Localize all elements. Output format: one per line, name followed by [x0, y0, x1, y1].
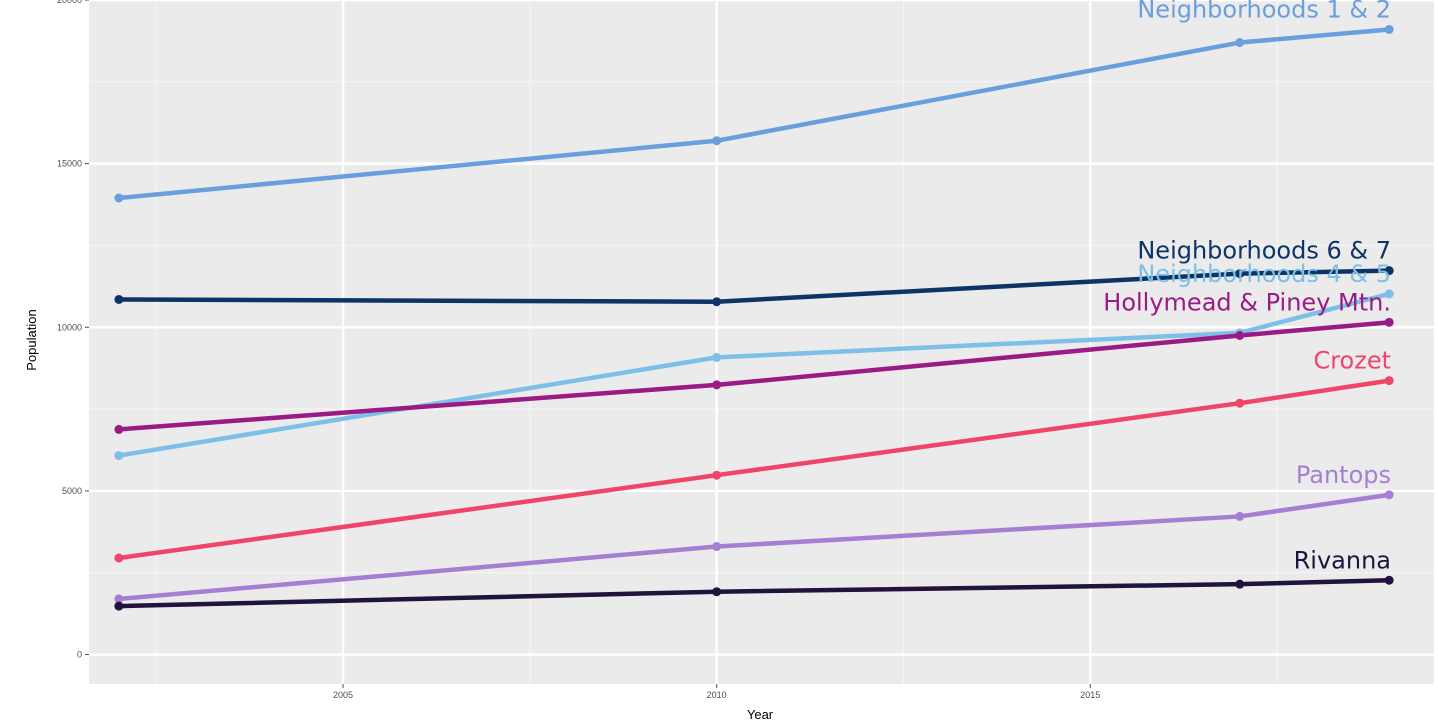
data-point	[114, 602, 123, 611]
x-tick-label: 2010	[707, 690, 727, 700]
x-axis-ticks: 2005 2010 2015	[333, 684, 1100, 700]
data-point	[712, 353, 721, 362]
data-point	[114, 194, 123, 203]
data-point	[1235, 38, 1244, 47]
y-tick-label: 0	[77, 650, 82, 660]
data-point	[712, 587, 721, 596]
data-point	[1235, 399, 1244, 408]
series-label: Rivanna	[1294, 546, 1391, 574]
series-label: Crozet	[1313, 347, 1391, 375]
y-axis-title: Population	[24, 309, 39, 370]
y-axis-ticks: 0 5000 10000 15000 20000	[57, 0, 89, 660]
x-tick-label: 2005	[333, 690, 353, 700]
data-point	[1235, 512, 1244, 521]
y-tick-label: 10000	[57, 322, 82, 332]
data-point	[1385, 376, 1394, 385]
series-label: Neighborhoods 4 & 5	[1137, 260, 1391, 288]
data-point	[712, 136, 721, 145]
data-point	[712, 471, 721, 480]
x-tick-label: 2015	[1080, 690, 1100, 700]
data-point	[1385, 576, 1394, 585]
data-point	[1385, 25, 1394, 34]
data-point	[114, 554, 123, 563]
data-point	[712, 297, 721, 306]
x-axis-title: Year	[747, 707, 774, 722]
y-tick-label: 20000	[57, 0, 82, 5]
y-tick-label: 5000	[62, 486, 82, 496]
y-tick-label: 15000	[57, 159, 82, 169]
data-point	[1235, 580, 1244, 589]
data-point	[114, 295, 123, 304]
data-point	[114, 451, 123, 460]
series-label: Neighborhoods 1 & 2	[1137, 0, 1391, 23]
series-label: Pantops	[1296, 461, 1391, 489]
data-point	[712, 542, 721, 551]
data-point	[114, 425, 123, 434]
data-point	[712, 380, 721, 389]
series-label: Hollymead & Piney Mtn.	[1103, 288, 1391, 316]
data-point	[1385, 490, 1394, 499]
data-point	[1385, 318, 1394, 327]
plot-panel	[89, 0, 1434, 684]
data-point	[1235, 331, 1244, 340]
